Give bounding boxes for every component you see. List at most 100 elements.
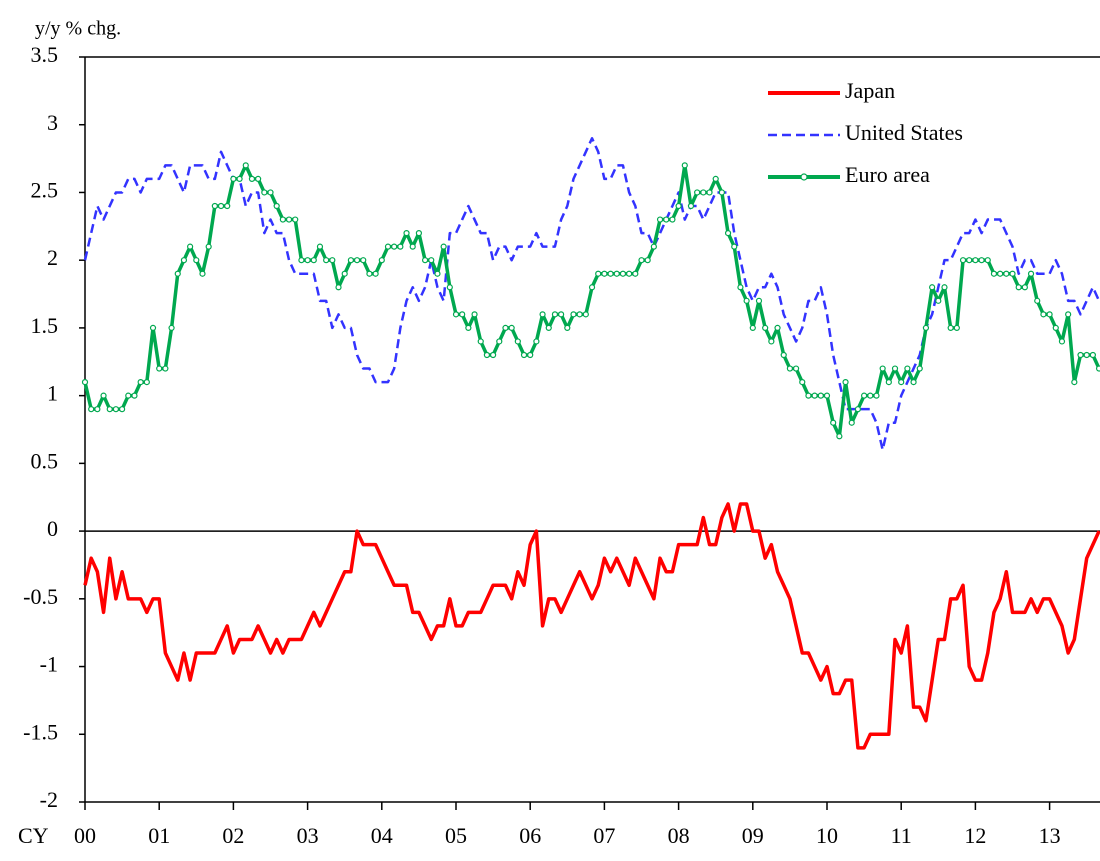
point-marker [1065, 311, 1072, 318]
point-marker [452, 311, 460, 318]
point-marker [675, 202, 682, 210]
point-marker [805, 392, 812, 399]
point-marker [953, 324, 960, 332]
point-marker [255, 175, 262, 183]
point-marker [1021, 284, 1028, 291]
point-marker [632, 270, 639, 277]
point-marker [780, 351, 787, 359]
point-marker [310, 257, 317, 264]
point-marker [242, 162, 249, 169]
point-marker [267, 189, 274, 196]
point-marker [910, 378, 917, 386]
series-line [83, 137, 1100, 452]
point-marker [514, 338, 521, 345]
x-axis-label: CY [18, 823, 49, 848]
point-marker [378, 257, 385, 264]
point-marker [459, 311, 466, 318]
point-marker [842, 378, 849, 386]
point-marker [929, 284, 936, 291]
point-marker [607, 270, 614, 277]
point-marker [588, 284, 596, 291]
y-tick-label: -0.5 [23, 584, 58, 609]
point-marker [663, 216, 670, 223]
point-marker [199, 270, 206, 277]
point-marker [1089, 351, 1096, 359]
x-tick-label: 11 [891, 823, 912, 848]
point-marker [762, 324, 769, 332]
point-marker [545, 324, 552, 332]
point-marker [360, 257, 367, 264]
point-marker [366, 270, 373, 277]
point-marker [304, 257, 311, 264]
point-marker [285, 216, 293, 223]
point-marker [601, 270, 608, 277]
point-marker [582, 311, 589, 318]
point-marker [817, 392, 824, 399]
point-marker [372, 270, 379, 277]
x-tick-label: 12 [964, 823, 986, 848]
point-marker [860, 392, 868, 399]
point-marker [248, 175, 256, 183]
point-marker [156, 365, 163, 372]
point-marker [391, 243, 398, 250]
legend-label: Euro area [845, 162, 930, 187]
series-line [83, 502, 1100, 750]
point-marker [88, 406, 95, 413]
point-marker [558, 311, 565, 318]
point-marker [706, 189, 713, 196]
point-marker [149, 324, 157, 332]
series-line [83, 163, 1100, 439]
point-marker [298, 257, 305, 264]
point-marker [335, 284, 342, 291]
point-marker [626, 270, 633, 277]
point-marker [329, 257, 336, 264]
point-marker [483, 351, 491, 359]
point-marker [564, 324, 571, 332]
point-marker [712, 175, 719, 183]
x-tick-label: 13 [1039, 823, 1061, 848]
point-marker [737, 284, 744, 291]
point-marker [916, 365, 923, 372]
point-marker [174, 270, 181, 277]
point-marker [323, 257, 330, 264]
point-marker [694, 189, 701, 196]
y-tick-label: -1 [40, 652, 58, 677]
point-marker [446, 284, 453, 291]
point-marker [279, 216, 286, 223]
point-marker [836, 433, 843, 440]
point-marker [434, 270, 441, 277]
y-tick-label: -1.5 [23, 719, 58, 744]
point-marker [854, 406, 862, 413]
point-marker [768, 338, 775, 345]
point-marker [848, 419, 855, 426]
point-marker [490, 351, 497, 359]
point-marker [162, 365, 169, 372]
x-tick-label: 02 [222, 823, 244, 848]
point-marker [830, 419, 837, 426]
point-marker [539, 311, 546, 318]
point-marker [792, 365, 800, 372]
point-marker [421, 257, 429, 264]
point-marker [428, 257, 435, 264]
point-marker [935, 297, 942, 304]
point-marker [205, 243, 212, 250]
point-marker [180, 257, 188, 264]
x-tick-label: 06 [519, 823, 541, 848]
legend-label: United States [845, 120, 963, 145]
point-marker [397, 243, 404, 250]
point-marker [613, 270, 620, 277]
point-marker [496, 338, 503, 345]
point-marker [440, 243, 447, 250]
point-marker [465, 324, 472, 332]
point-marker [1077, 351, 1084, 359]
point-marker [409, 243, 416, 250]
y-tick-label: 0 [47, 516, 58, 541]
point-marker [811, 392, 818, 399]
point-marker [1003, 270, 1010, 277]
point-marker [997, 270, 1004, 277]
x-tick-label: 10 [816, 823, 838, 848]
point-marker [873, 392, 880, 399]
point-marker [527, 351, 534, 359]
point-marker [891, 365, 899, 372]
